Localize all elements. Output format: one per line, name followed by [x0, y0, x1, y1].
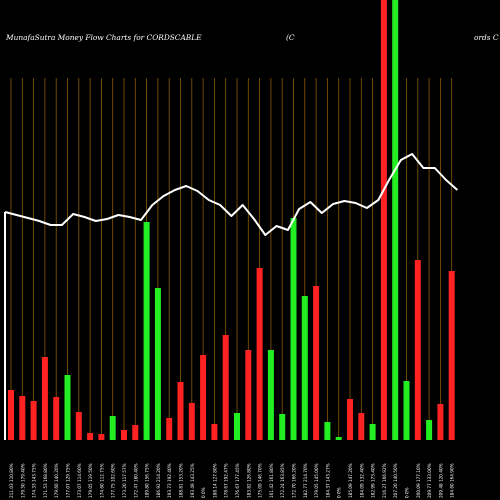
x-tick-label: 179.05 119.50%	[88, 463, 93, 498]
x-tick-label: 185.09 147.20%	[348, 463, 353, 498]
bar	[392, 0, 399, 440]
x-tick-label: 207.20 140.50%	[393, 463, 398, 498]
x-tick-label: 184.60 164.90%	[450, 463, 455, 498]
bar	[358, 413, 365, 440]
x-tick-label: 173.07 114.60%	[77, 463, 82, 498]
bar	[177, 382, 184, 440]
bar	[256, 268, 263, 440]
bar	[19, 396, 26, 440]
x-tick-label: 174.60 112.75%	[99, 463, 104, 498]
x-tick-label: 209.48 120.40%	[438, 463, 443, 498]
bar	[30, 401, 37, 440]
x-tick-labels: 211.03 110.80% 179.50 179.40% 174.33 143.7…	[9, 463, 455, 498]
chart-title-overflow: ords C	[474, 33, 499, 42]
x-tick-label: 0 0%	[337, 487, 342, 498]
x-tick-label: 179.60 140.20%	[54, 463, 59, 498]
x-tick-label: 188.14 127.80%	[212, 463, 217, 498]
x-tick-label: 172.70 166.20%	[292, 463, 297, 498]
x-tick-label: 193.49 143.25%	[190, 463, 195, 498]
bar	[132, 425, 139, 440]
bar	[290, 218, 297, 440]
bar	[414, 260, 421, 440]
x-tick-label: 179.05 145.00%	[314, 463, 319, 498]
x-tick-label: 183.82 126.80%	[246, 463, 251, 498]
x-tick-label: 0 0%	[201, 487, 206, 498]
bar	[98, 434, 105, 440]
x-tick-label: 161.42 161.80%	[269, 463, 274, 498]
chart-title: MunafaSutra Money Flow Charts for CORDSC…	[5, 33, 202, 42]
x-tick-label: 182.77 214.70%	[303, 463, 308, 498]
bar	[188, 403, 195, 440]
x-tick-label: 184.37 143.27%	[325, 463, 330, 498]
x-tick-label: 209.77 133.00%	[427, 463, 432, 498]
bar	[347, 399, 353, 440]
price-line-series	[4, 153, 459, 440]
x-tick-label: 211.03 110.80%	[9, 463, 14, 498]
bar	[301, 296, 308, 440]
bar	[403, 381, 410, 440]
bar	[369, 424, 376, 440]
bar	[380, 0, 387, 440]
bar	[53, 397, 60, 440]
x-tick-label: 175.09 146.70%	[258, 463, 263, 498]
bar	[437, 404, 444, 440]
x-tick-label: 173.20 117.57%	[122, 463, 127, 498]
chart-title-ticker: (C	[286, 33, 295, 42]
x-tick-label: 179.50 179.40%	[20, 463, 25, 498]
bar	[166, 418, 173, 440]
bar	[279, 414, 286, 440]
x-tick-label: 189.80 156.75%	[145, 463, 150, 498]
bar	[222, 335, 229, 440]
bar	[200, 355, 207, 440]
x-tick-label: 188.81 153.20%	[179, 463, 184, 498]
bar	[313, 286, 320, 440]
x-tick-label: 0 0%	[405, 487, 410, 498]
bar	[234, 413, 240, 440]
bar	[41, 357, 48, 440]
bar	[87, 433, 94, 440]
bar	[448, 271, 455, 440]
x-tick-label: 200.09 177.10%	[416, 463, 421, 498]
x-tick-label: 216.27 166.92%	[382, 463, 387, 498]
x-tick-label: 174.33 143.75%	[32, 463, 37, 498]
x-tick-label: 178.67 192.47%	[224, 463, 229, 498]
x-tick-label: 182.99 173.40%	[371, 463, 376, 498]
price-line	[4, 153, 459, 236]
bar	[143, 222, 150, 440]
bar	[154, 288, 161, 440]
bar	[121, 430, 127, 440]
x-tick-label: 184.09 132.40%	[359, 463, 364, 498]
x-tick-label: 186.92 214.20%	[156, 463, 161, 498]
bar	[64, 375, 71, 440]
bar	[324, 422, 331, 440]
x-tick-label: 177.75 102.60%	[111, 463, 116, 498]
bar	[109, 416, 116, 440]
bar	[75, 412, 82, 440]
bar	[8, 390, 14, 440]
bar	[335, 437, 342, 440]
x-tick-label: 171.53 168.80%	[43, 463, 48, 498]
bar	[426, 420, 433, 440]
bar	[245, 350, 252, 440]
bar-series	[8, 0, 455, 440]
x-tick-label: 177.07 129.75%	[66, 463, 71, 498]
x-tick-label: 176.67 177.45%	[235, 463, 240, 498]
x-tick-label: 193.73 192.40%	[167, 463, 172, 498]
x-tick-label: 172.24 163.85%	[280, 463, 285, 498]
bar	[211, 424, 218, 440]
bar	[267, 350, 274, 440]
x-tick-label: 172.47 180.40%	[133, 463, 138, 498]
